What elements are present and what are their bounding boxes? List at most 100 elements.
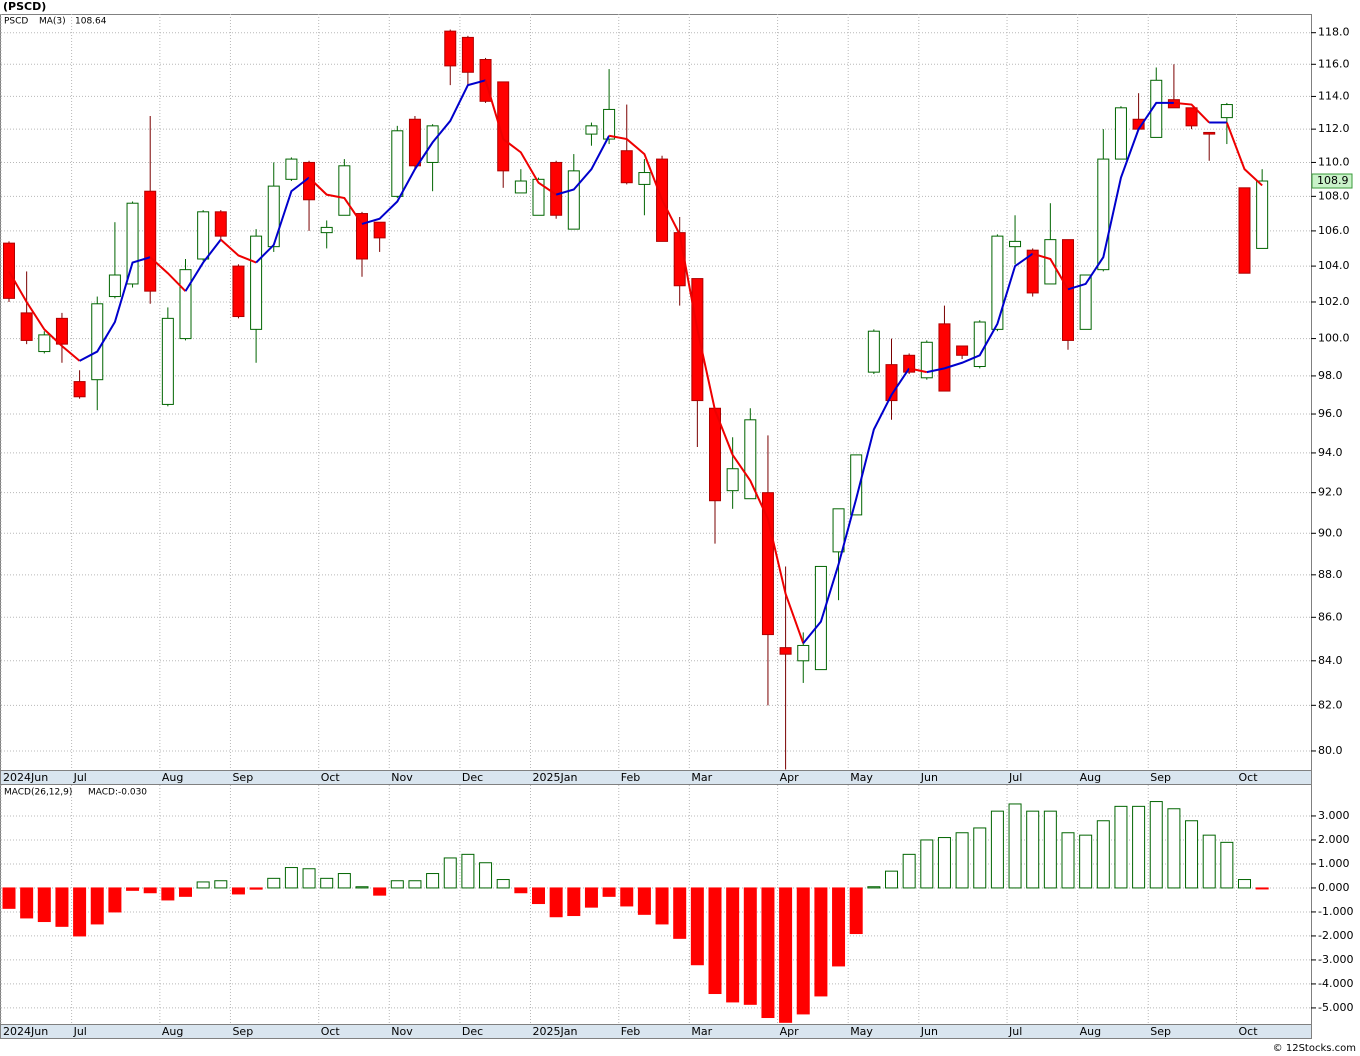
- macd-bar: [1026, 810, 1040, 889]
- macd-bar: [937, 837, 951, 889]
- x-tick-label: Feb: [621, 1025, 640, 1038]
- candle-body: [126, 202, 139, 285]
- macd-bar: [90, 887, 104, 925]
- x-tick-label: Aug: [162, 771, 183, 784]
- candle-body: [444, 30, 457, 67]
- candle-body: [1044, 239, 1057, 285]
- candle-body: [1097, 158, 1110, 271]
- chart-title: (PSCD): [3, 0, 46, 13]
- candle-body: [1062, 239, 1074, 341]
- candle-body: [320, 226, 333, 234]
- macd-bar: [443, 857, 457, 889]
- macd-bar: [302, 868, 316, 889]
- y-tick-label: 0.000: [1318, 881, 1350, 894]
- x-axis-band: [0, 770, 1312, 785]
- macd-bar: [973, 827, 987, 889]
- macd-bar: [584, 887, 598, 908]
- last-price-label: 108.9: [1317, 174, 1349, 187]
- candle-body: [814, 565, 827, 671]
- macd-bar: [55, 887, 69, 927]
- x-tick-label: Oct: [321, 1025, 341, 1038]
- x-tick-label: Jul: [73, 771, 87, 784]
- macd-bar: [655, 887, 669, 925]
- macd-bar: [726, 887, 740, 1003]
- x-tick-label: Mar: [691, 1025, 712, 1038]
- candle-body: [532, 178, 545, 216]
- ma-line: [608, 134, 805, 644]
- macd-bar: [161, 887, 175, 901]
- macd-bar: [426, 873, 440, 889]
- macd-bar: [284, 867, 298, 889]
- candle-body: [603, 108, 616, 140]
- macd-bar: [1043, 810, 1057, 889]
- candle-body: [1150, 79, 1163, 138]
- macd-bar: [743, 887, 757, 1005]
- macd-bar: [1202, 834, 1216, 889]
- y-tick-label: 114.0: [1318, 89, 1350, 102]
- x-tick-label: Sep: [1150, 771, 1171, 784]
- candle-body: [285, 158, 298, 180]
- y-tick-label: 100.0: [1318, 332, 1350, 345]
- candle-body: [797, 644, 810, 662]
- x-tick-label: Dec: [462, 1025, 483, 1038]
- candle-body: [920, 341, 933, 379]
- candle-body: [144, 190, 157, 292]
- candle-body: [726, 468, 739, 492]
- ma-line: [1173, 101, 1210, 124]
- macd-bar: [231, 887, 245, 895]
- ma-line: [8, 270, 81, 362]
- macd-bar: [567, 887, 581, 917]
- macd-bar: [408, 880, 422, 889]
- ma-line: [926, 252, 1034, 374]
- last-price-box: [1311, 173, 1353, 189]
- x-tick-label: Oct: [1239, 771, 1259, 784]
- x-tick-label: May: [850, 1025, 873, 1038]
- x-tick-label: Jul: [1008, 1025, 1022, 1038]
- macd-bar: [867, 886, 881, 889]
- candle-body: [232, 265, 245, 318]
- y-tick-label: 98.0: [1318, 369, 1343, 382]
- candle-body: [1185, 107, 1198, 127]
- ma-line: [802, 367, 910, 644]
- candle-body: [903, 354, 916, 373]
- ma-line: [1032, 252, 1069, 290]
- y-tick-label: 106.0: [1318, 224, 1350, 237]
- macd-bar: [532, 887, 545, 905]
- macd-bar: [390, 880, 404, 889]
- macd-bar: [1220, 841, 1234, 889]
- candle-body: [214, 211, 227, 237]
- candle-body: [38, 334, 51, 353]
- macd-bar: [761, 887, 775, 1019]
- macd-bar: [1096, 820, 1110, 889]
- ma-line: [908, 367, 928, 374]
- macd-bar: [179, 887, 192, 897]
- candle-body: [779, 647, 792, 655]
- candle-body: [461, 36, 474, 73]
- ma-line: [555, 135, 610, 196]
- candle-body: [744, 419, 757, 500]
- candle-body: [585, 125, 598, 135]
- candle-body: [1256, 180, 1269, 249]
- y-tick-label: 118.0: [1318, 26, 1350, 39]
- ma-line: [361, 79, 486, 225]
- x-tick-label: Nov: [391, 1025, 413, 1038]
- candle-body: [161, 317, 174, 405]
- candle-body: [1203, 131, 1216, 135]
- y-tick-label: 2.000: [1318, 833, 1350, 846]
- candle-body: [1238, 187, 1251, 274]
- candle-body: [832, 508, 845, 553]
- macd-bar: [814, 887, 828, 997]
- ma-line: [184, 239, 222, 292]
- candle-body: [197, 211, 210, 260]
- macd-bar: [249, 887, 263, 890]
- macd-bar: [1255, 887, 1269, 890]
- candle-body: [973, 321, 986, 368]
- candle-body: [991, 235, 1004, 330]
- x-tick-label: Jun: [920, 1025, 938, 1038]
- y-tick-label: 96.0: [1318, 407, 1343, 420]
- macd-bar: [602, 887, 616, 897]
- x-tick-label: 2024Jun: [3, 771, 48, 784]
- price-panel: [0, 14, 1312, 771]
- legend-name: PSCD: [4, 17, 28, 27]
